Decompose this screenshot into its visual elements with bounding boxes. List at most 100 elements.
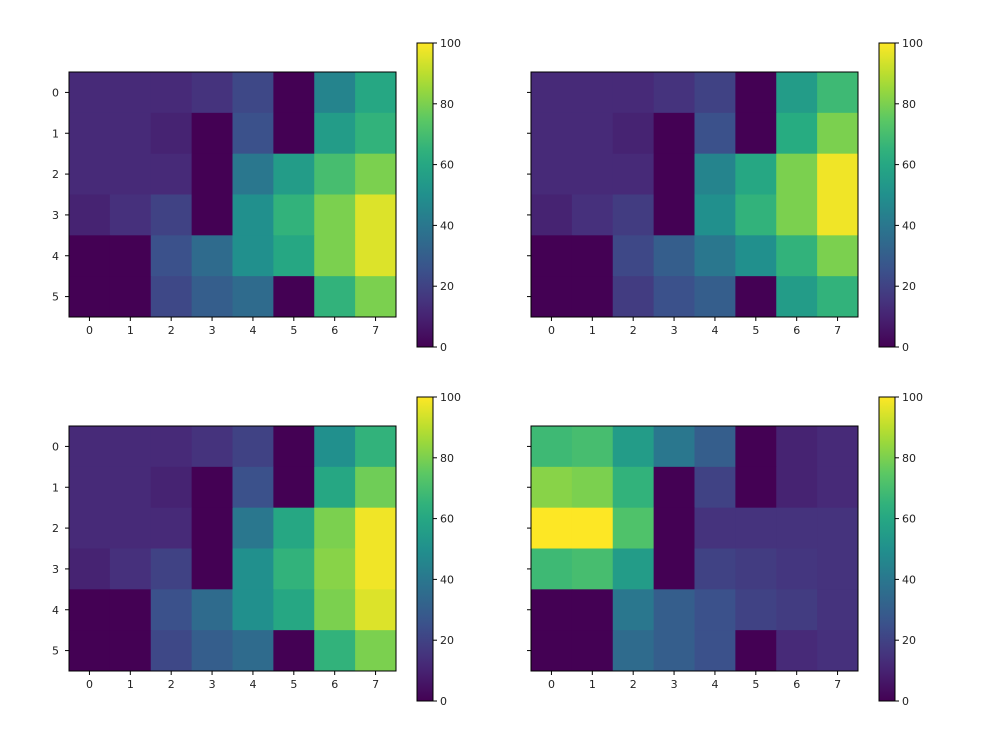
heatmap-frame [530,425,859,672]
heatmap-cell-r3-c5 [735,548,777,590]
heatmap-cell-r4-c5 [273,589,315,631]
x-tick-label: 1 [589,324,596,337]
heatmap-cell-r4-c5 [273,235,315,277]
heatmap-cell-r1-c7 [355,466,397,509]
colorbar-tick-label: 100 [440,391,461,404]
heatmap-cell-r0-c4 [232,426,274,468]
heatmap-cell-r0-c6 [776,426,818,468]
heatmap-cell-r0-c5 [735,72,777,114]
heatmap-cell-r3-c7 [817,194,859,236]
x-tick-label: 1 [127,324,134,337]
heatmap-cell-r3-c3 [653,194,696,236]
heatmap-cell-r4-c6 [314,589,356,631]
heatmap-cell-r4-c6 [776,235,818,277]
heatmap-cell-r0-c4 [694,72,736,114]
heatmap-cell-r3-c4 [694,548,736,590]
x-tick-label: 7 [372,324,379,337]
heatmap-cell-r1-c4 [694,466,736,509]
heatmap-cell-r2-c0 [531,153,573,195]
heatmap-cell-r1-c0 [531,466,573,509]
colorbar-tick-label: 20 [902,280,916,293]
heatmap-cell-r1-c5 [273,112,315,155]
heatmap-cell-r5-c3 [191,276,234,318]
colorbar-tick-label: 0 [902,341,909,354]
heatmap-cell-r3-c1 [571,194,614,236]
heatmap-cell-r3-c4 [232,194,274,236]
colorbar [416,42,434,348]
x-tick-label: 4 [711,678,718,691]
colorbar-tick-label: 0 [440,341,447,354]
heatmap-cell-r0-c7 [817,72,859,114]
heatmap-cell-r4-c0 [531,589,573,631]
heatmap-cell-r1-c6 [776,466,818,509]
heatmap-cell-r4-c7 [817,589,859,631]
heatmap-cell-r1-c6 [776,112,818,155]
heatmap-cell-r4-c7 [355,589,397,631]
heatmap-cell-r2-c4 [232,153,274,195]
heatmap-cell-r1-c1 [109,112,152,155]
heatmap-frame [68,425,397,672]
heatmap-cell-r4-c1 [571,235,614,277]
heatmap-cell-r5-c2 [150,276,193,318]
heatmap-cell-r4-c3 [653,589,696,631]
heatmap-cell-r0-c7 [355,426,397,468]
heatmap-cell-r5-c1 [571,630,614,672]
heatmap-cell-r0-c5 [735,426,777,468]
heatmap-cell-r1-c5 [735,466,777,509]
heatmap-cell-r5-c7 [355,630,397,672]
colorbar-tick-label: 60 [440,513,454,526]
heatmap-cell-r0-c7 [817,426,859,468]
heatmap-cell-r4-c0 [69,235,111,277]
heatmap-cell-r5-c7 [817,630,859,672]
heatmap-frame [68,71,397,318]
heatmap-cell-r1-c1 [571,466,614,509]
heatmap-cell-r2-c5 [735,507,777,549]
heatmap-cell-r3-c7 [817,548,859,590]
heatmap-cell-r2-c2 [150,507,193,549]
x-tick-label: 4 [249,324,256,337]
heatmap-cell-r5-c0 [69,630,111,672]
heatmap-cell-r5-c0 [69,276,111,318]
heatmap-cell-r4-c5 [735,235,777,277]
heatmap-cell-r5-c6 [314,276,356,318]
heatmap-cell-r0-c4 [694,426,736,468]
heatmap-cell-r4-c7 [355,235,397,277]
x-tick-label: 1 [589,678,596,691]
heatmap-cell-r0-c3 [653,72,696,114]
heatmap-cell-r0-c0 [69,426,111,468]
heatmap-cell-r2-c0 [69,153,111,195]
heatmap-cell-r0-c2 [150,426,193,468]
heatmap-cell-r2-c7 [355,507,397,549]
colorbar [416,396,434,702]
heatmap-cell-r2-c3 [653,153,696,195]
heatmap-cell-r5-c1 [109,630,152,672]
heatmap-cell-r3-c0 [531,548,573,590]
heatmap-cell-r0-c2 [612,72,655,114]
heatmap-cell-r3-c4 [232,548,274,590]
heatmap-cell-r0-c1 [109,426,152,468]
heatmap-cell-r2-c5 [273,153,315,195]
y-tick-label: 0 [52,440,59,453]
heatmap-cell-r1-c1 [571,112,614,155]
x-tick-label: 0 [86,324,93,337]
heatmap-cell-r0-c3 [191,72,234,114]
heatmap-cell-r0-c4 [232,72,274,114]
heatmap-cell-r5-c6 [776,630,818,672]
heatmap-cell-r4-c5 [735,589,777,631]
heatmap-cell-r0-c6 [776,72,818,114]
heatmap-cell-r1-c4 [232,466,274,509]
heatmap-cell-r1-c6 [314,466,356,509]
heatmap-cell-r4-c4 [694,235,736,277]
x-tick-label: 7 [834,678,841,691]
heatmap-cell-r1-c0 [69,466,111,509]
heatmap-cell-r0-c6 [314,72,356,114]
heatmap-cell-r0-c0 [531,426,573,468]
heatmap-cell-r2-c0 [531,507,573,549]
heatmap-cell-r3-c0 [531,194,573,236]
heatmap-cell-r2-c1 [109,153,152,195]
heatmap-cell-r2-c7 [817,153,859,195]
heatmap-cell-r4-c1 [571,589,614,631]
heatmap-cell-r5-c2 [150,630,193,672]
heatmap-cell-r1-c0 [69,112,111,155]
